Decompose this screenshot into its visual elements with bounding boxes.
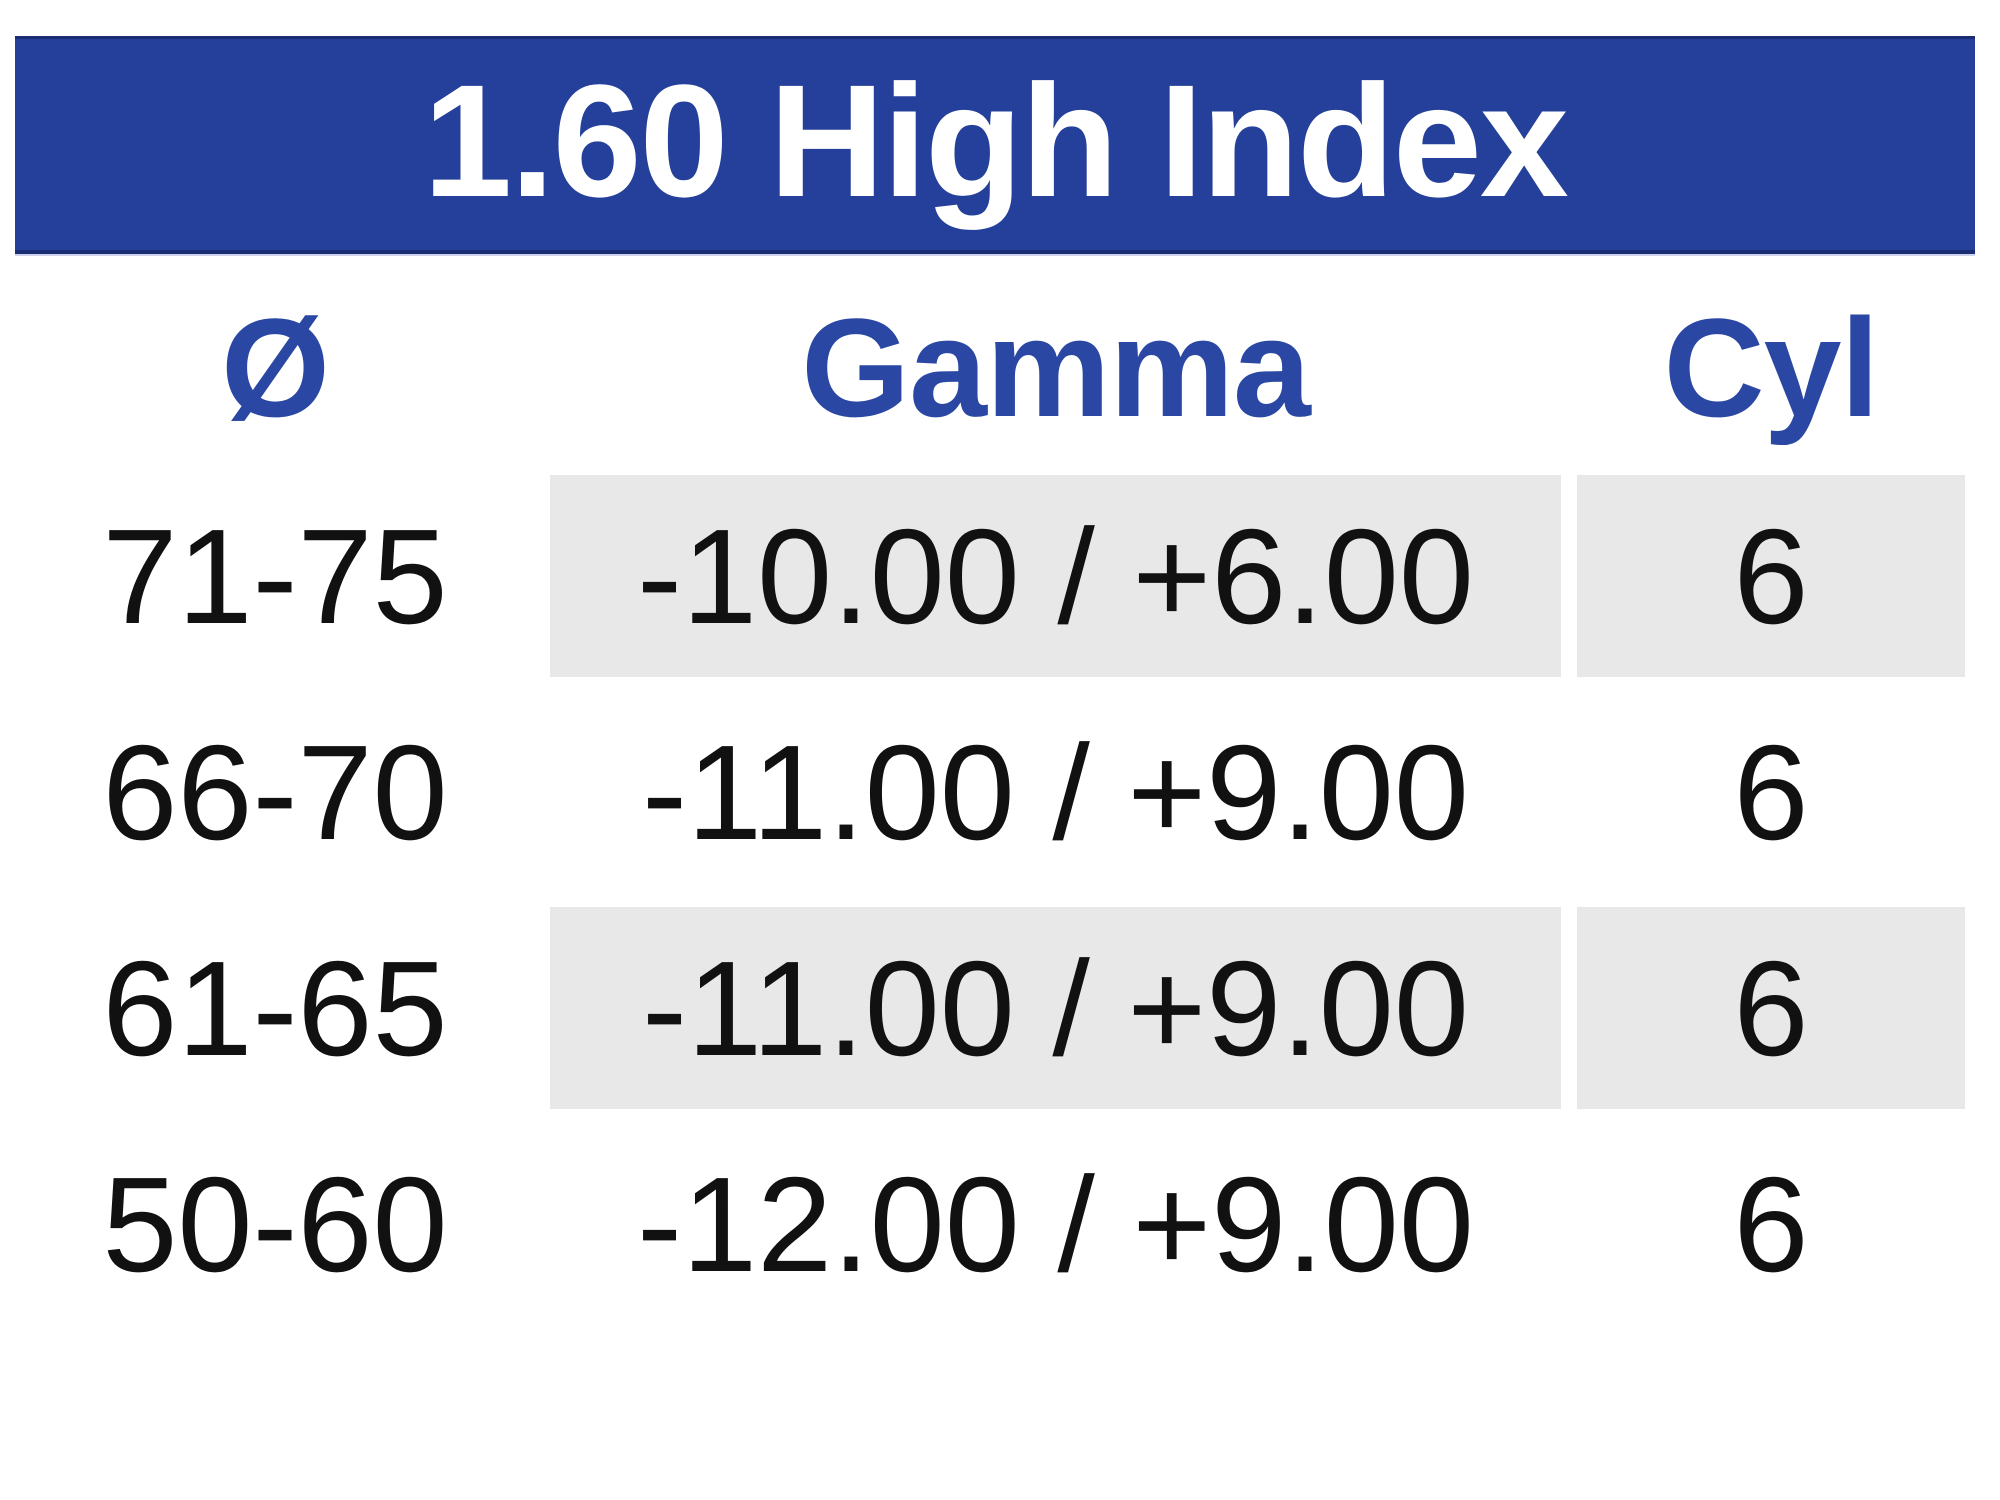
table-row: 61-65 -11.00 / +9.00 6 — [0, 900, 2000, 1116]
column-header-gamma: Gamma — [801, 289, 1311, 446]
diameter-cell: 50-60 — [102, 1148, 448, 1300]
gamma-cell: -12.00 / +9.00 — [637, 1148, 1474, 1300]
diameter-cell: 66-70 — [102, 716, 448, 868]
gamma-cell: -11.00 / +9.00 — [550, 907, 1561, 1109]
cyl-cell: 6 — [1577, 475, 1965, 677]
table-row: 71-75 -10.00 / +6.00 6 — [0, 468, 2000, 684]
gamma-cell: -11.00 / +9.00 — [642, 716, 1469, 868]
column-header-diameter: Ø — [221, 289, 330, 446]
cyl-cell: 6 — [1733, 716, 1809, 868]
cyl-cell: 6 — [1733, 1148, 1809, 1300]
availability-table: Ø Gamma Cyl 71-75 -10.00 / +6.00 6 66-70… — [0, 268, 2000, 1332]
table-row: 66-70 -11.00 / +9.00 6 — [0, 684, 2000, 900]
cyl-cell: 6 — [1577, 907, 1965, 1109]
table-body: 71-75 -10.00 / +6.00 6 66-70 -11.00 / +9… — [0, 468, 2000, 1332]
title-banner: 1.60 High Index — [15, 36, 1975, 254]
table-row: 50-60 -12.00 / +9.00 6 — [0, 1116, 2000, 1332]
page-title: 1.60 High Index — [423, 50, 1569, 230]
diameter-cell: 71-75 — [102, 500, 448, 652]
diameter-cell: 61-65 — [102, 932, 448, 1084]
gamma-cell: -10.00 / +6.00 — [550, 475, 1561, 677]
column-header-cyl: Cyl — [1663, 289, 1880, 446]
table-header-row: Ø Gamma Cyl — [0, 268, 2000, 468]
